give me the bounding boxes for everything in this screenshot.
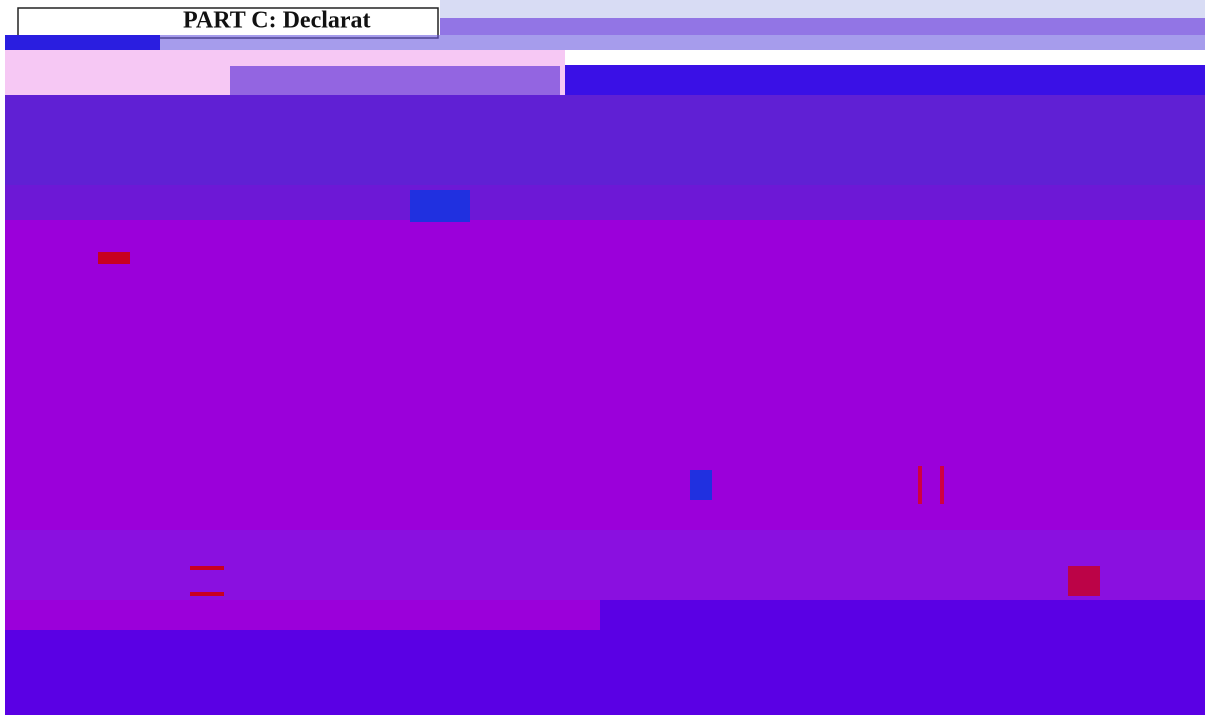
red-mark	[918, 466, 922, 504]
red-mark	[940, 466, 944, 504]
purple-band	[5, 530, 1205, 600]
blue-bar	[5, 35, 160, 50]
blue-band	[565, 65, 1205, 95]
violet-region	[5, 95, 1205, 185]
glitch-band	[440, 18, 1205, 35]
glitch-band	[160, 35, 1205, 50]
magenta-region	[5, 220, 1205, 530]
blue-mark	[690, 470, 712, 500]
blue-band	[600, 600, 1205, 630]
red-mark	[98, 252, 130, 264]
blue-mark	[410, 190, 470, 222]
magenta-region	[5, 600, 600, 630]
red-mark	[190, 592, 224, 596]
glitch-band	[230, 66, 560, 95]
page-title: PART C: Declarat	[183, 8, 371, 34]
red-mark	[1068, 566, 1100, 596]
blue-region	[5, 630, 1205, 715]
violet-region	[5, 185, 1205, 220]
white-gap	[565, 50, 1205, 65]
title-box	[17, 7, 439, 39]
red-mark	[190, 566, 224, 570]
